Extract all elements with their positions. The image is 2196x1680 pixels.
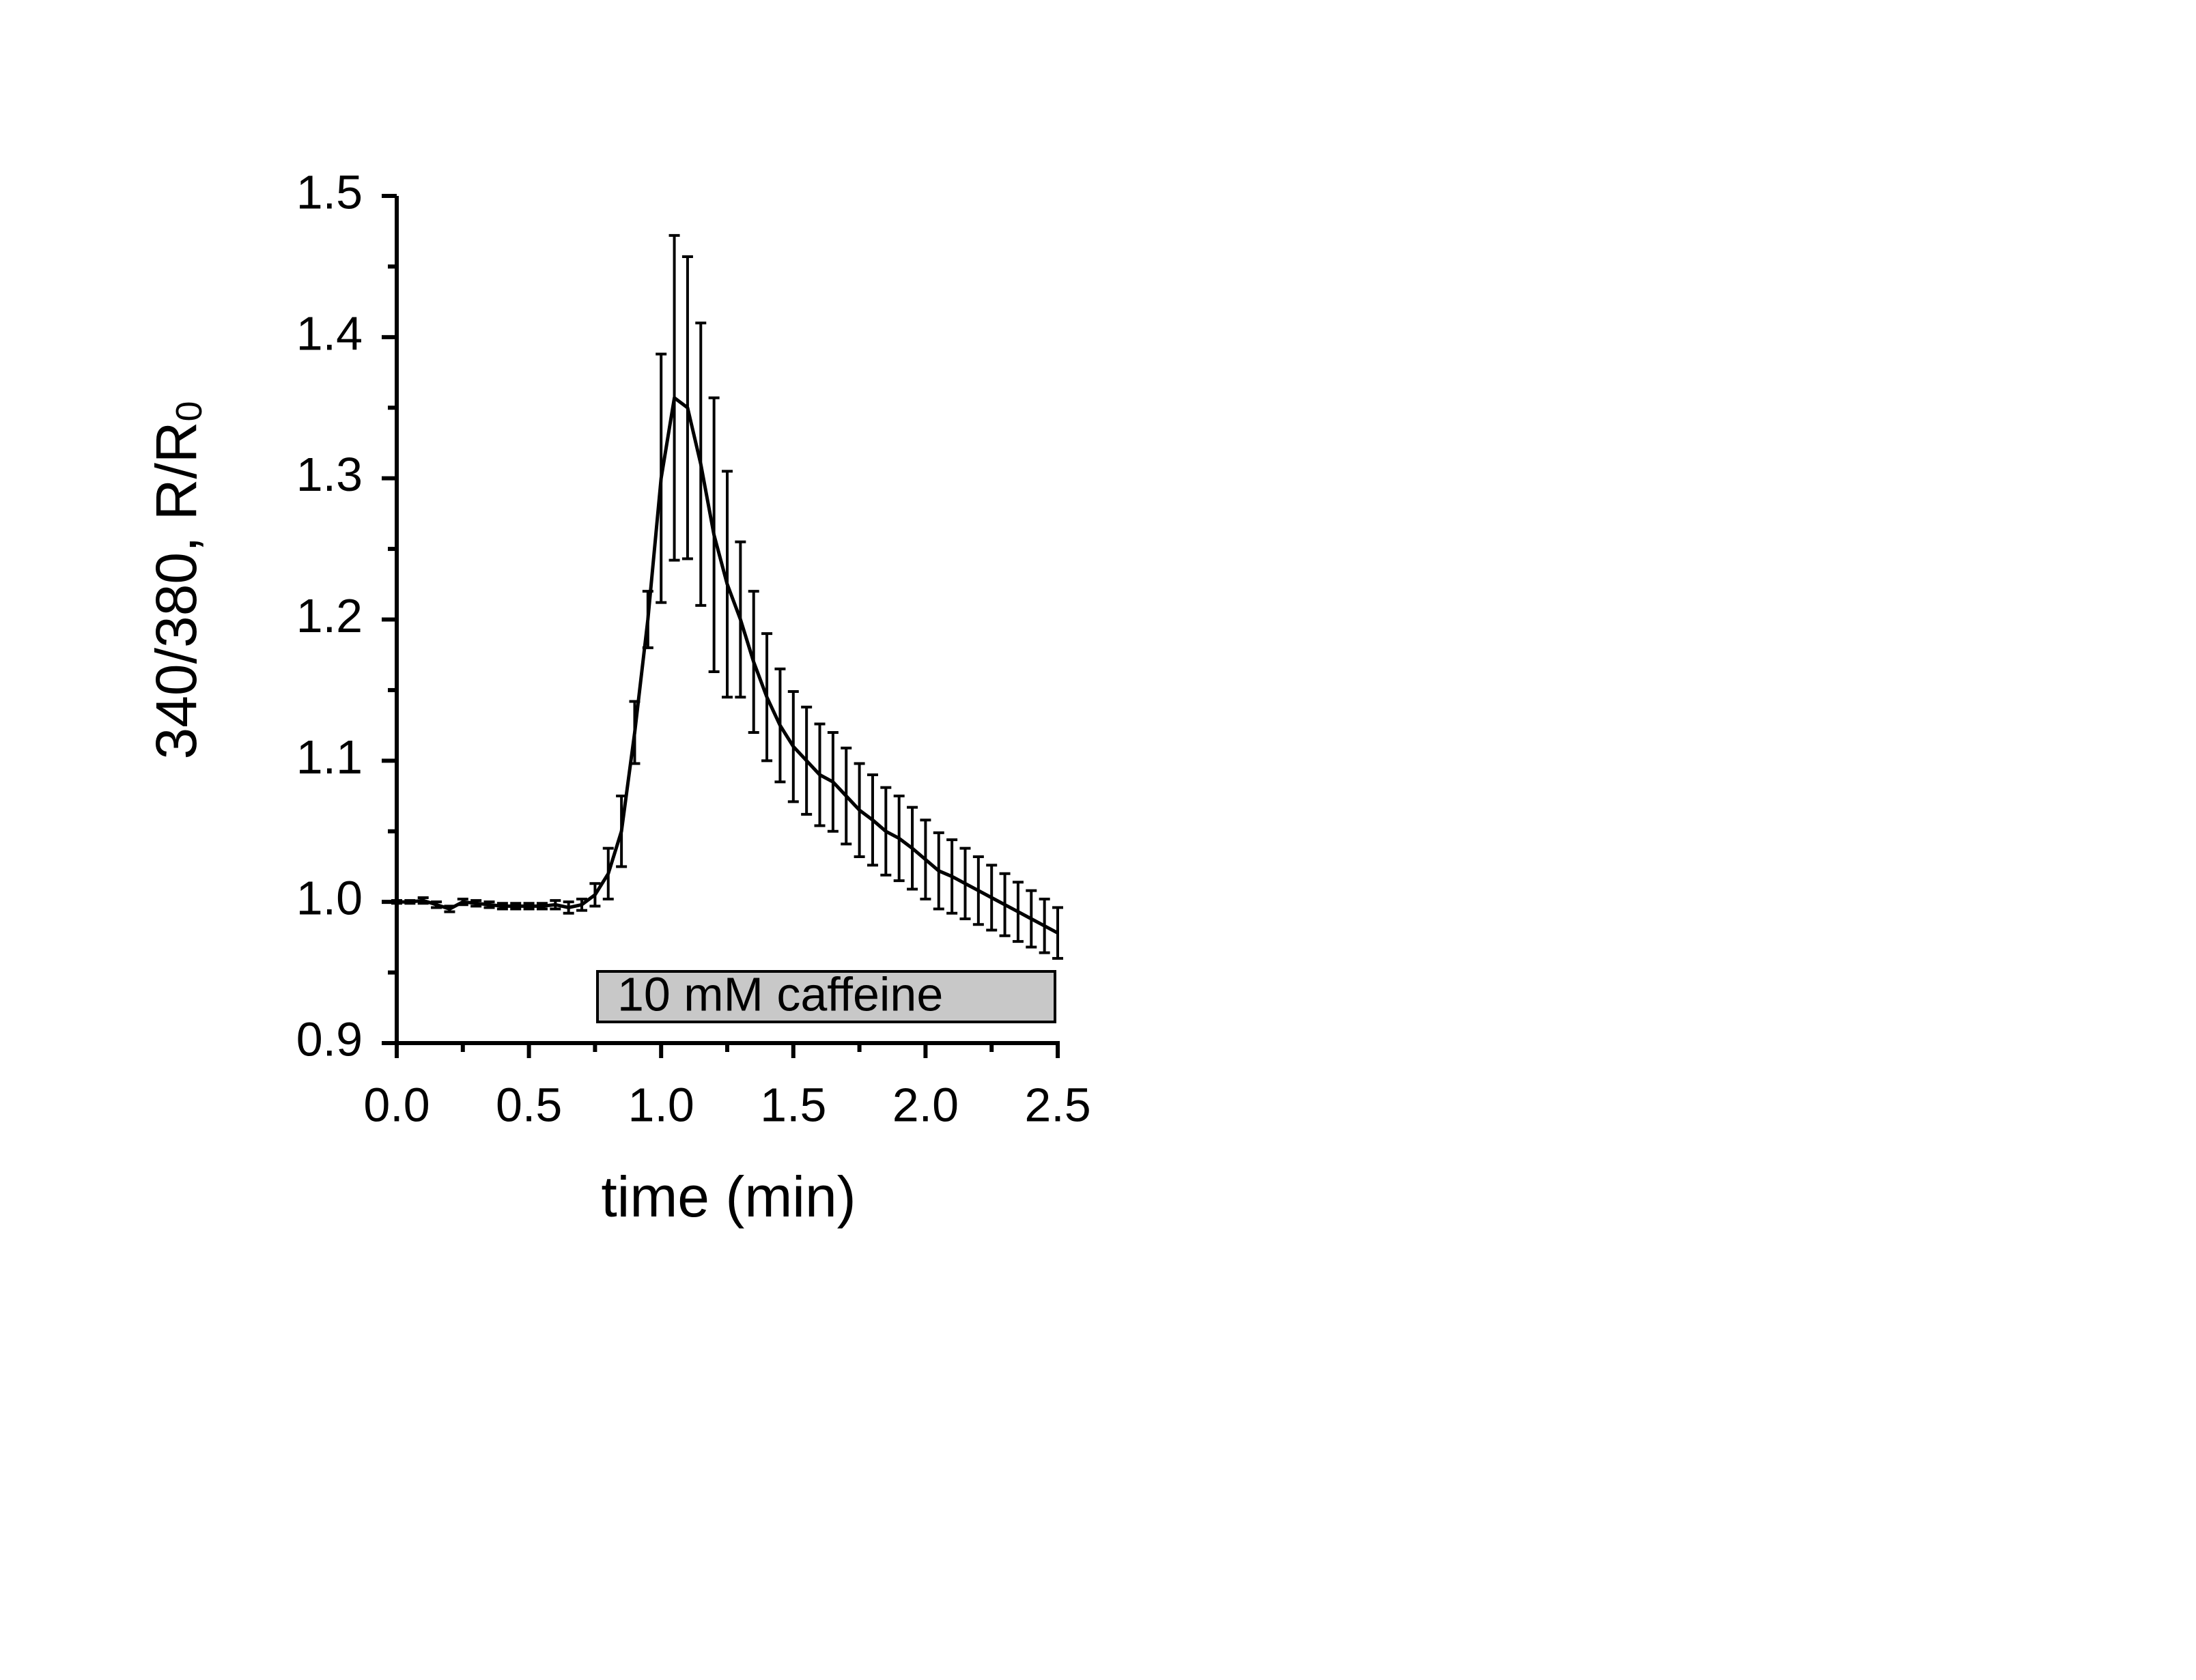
- x-axis-label: time (min): [601, 1165, 856, 1229]
- y-axis-label: 340/380, R/R0: [144, 401, 210, 759]
- x-tick-label: 0.5: [496, 1078, 562, 1131]
- y-tick-label: 1.1: [296, 730, 363, 784]
- annotation-text: 10 mM caffeine: [617, 967, 943, 1021]
- annotation-box: [596, 970, 1056, 1023]
- x-tick-label: 1.5: [760, 1078, 826, 1131]
- y-tick-label: 0.9: [296, 1012, 363, 1066]
- x-tick-label: 0.0: [363, 1078, 430, 1131]
- y-tick-label: 1.2: [296, 589, 363, 642]
- y-axis-label-subscript: 0: [169, 401, 210, 421]
- y-axis-label-main: 340/380, R/R: [144, 422, 208, 760]
- data-line: [397, 396, 1059, 935]
- y-tick-label: 1.5: [296, 165, 363, 218]
- y-tick-label: 1.4: [296, 307, 363, 360]
- y-tick-label: 1.0: [296, 872, 363, 925]
- x-tick-label: 1.0: [628, 1078, 694, 1131]
- x-tick-label: 2.5: [1024, 1078, 1090, 1131]
- y-tick-label: 1.3: [296, 448, 363, 501]
- x-tick-label: 2.0: [892, 1078, 959, 1131]
